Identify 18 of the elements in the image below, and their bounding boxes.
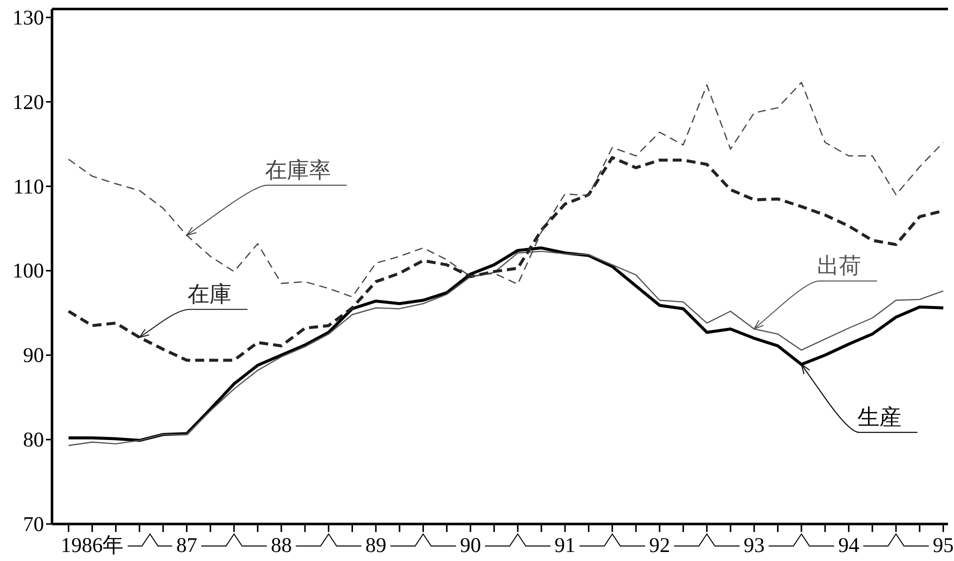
x-tick-label: 92 <box>649 533 670 557</box>
x-tick-label: 1986年 <box>60 533 124 557</box>
x-tick-label: 91 <box>554 533 576 557</box>
x-tick-label: 94 <box>838 533 860 557</box>
y-tick-label: 70 <box>23 512 44 536</box>
y-tick-label: 80 <box>23 428 44 452</box>
y-tick-label: 120 <box>12 90 44 114</box>
x-tick-label: 89 <box>365 533 386 557</box>
x-tick-label: 95 <box>932 533 954 557</box>
y-tick-label: 100 <box>12 258 44 283</box>
x-tick-label: 93 <box>744 533 765 557</box>
x-tick-label: 90 <box>460 533 481 557</box>
y-tick-label: 110 <box>13 174 44 198</box>
x-tick-label: 88 <box>270 533 292 557</box>
series-label: 出荷 <box>817 252 862 278</box>
x-tick-label: 87 <box>176 533 198 557</box>
y-tick-label: 90 <box>23 343 44 368</box>
y-tick-label: 130 <box>12 5 44 30</box>
